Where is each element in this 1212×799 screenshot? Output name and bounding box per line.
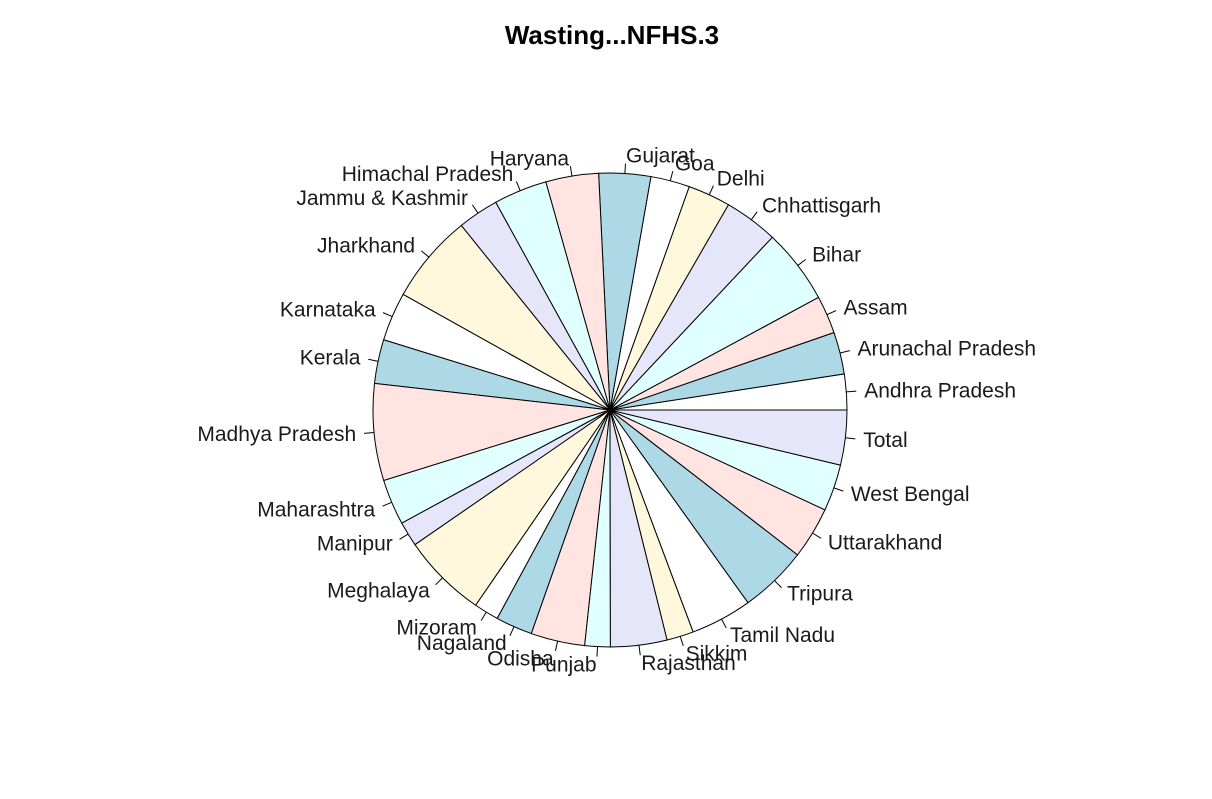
pie-tick-nagaland bbox=[509, 626, 515, 637]
pie-tick-rajasthan bbox=[638, 645, 641, 656]
pie-tick-tripura bbox=[774, 580, 782, 589]
pie-label-meghalaya: Meghalaya bbox=[327, 579, 430, 602]
pie-tick-maharashtra bbox=[382, 501, 392, 507]
pie-tick-arunachal-pradesh bbox=[839, 350, 850, 354]
chart-title: Wasting...NFHS.3 bbox=[505, 20, 719, 50]
pie-label-bihar: Bihar bbox=[812, 243, 861, 266]
pie-tick-odisha bbox=[554, 641, 559, 652]
pie-tick-andhra-pradesh bbox=[846, 390, 857, 393]
pie-label-delhi: Delhi bbox=[717, 167, 765, 190]
pie-label-goa: Goa bbox=[675, 152, 715, 175]
pie-tick-kerala bbox=[368, 358, 379, 362]
pie-tick-uttarakhand bbox=[812, 532, 822, 539]
pie-label-odisha: Odisha bbox=[487, 648, 554, 671]
pie-slice-total bbox=[609, 409, 848, 466]
pie-label-tripura: Tripura bbox=[787, 583, 853, 606]
pie-label-tamil-nadu: Tamil Nadu bbox=[730, 624, 835, 647]
pie-label-total: Total bbox=[863, 429, 907, 452]
pie-tick-madhya-pradesh bbox=[364, 431, 375, 434]
pie-slices bbox=[372, 172, 848, 648]
pie-tick-chhattisgarh bbox=[750, 211, 758, 221]
pie-label-mizoram: Mizoram bbox=[396, 616, 477, 639]
pie-label-maharashtra: Maharashtra bbox=[257, 498, 375, 521]
pie-label-rajasthan: Rajasthan bbox=[641, 652, 736, 675]
pie-tick-mizoram bbox=[480, 611, 487, 621]
pie-label-chhattisgarh: Chhattisgarh bbox=[762, 194, 881, 217]
pie-label-punjab: Punjab bbox=[531, 654, 596, 677]
pie-tick-punjab bbox=[596, 646, 599, 657]
pie-label-jharkhand: Jharkhand bbox=[317, 235, 415, 258]
pie-label-andhra-pradesh: Andhra Pradesh bbox=[864, 380, 1016, 403]
pie-tick-assam bbox=[826, 310, 837, 316]
pie-label-ticks bbox=[364, 163, 857, 657]
pie-label-madhya-pradesh: Madhya Pradesh bbox=[197, 423, 356, 446]
pie-tick-total bbox=[845, 437, 856, 440]
pie-label-west-bengal: West Bengal bbox=[851, 483, 970, 506]
pie-tick-gujarat bbox=[624, 163, 626, 174]
pie-tick-meghalaya bbox=[435, 577, 443, 586]
pie-tick-delhi bbox=[708, 185, 714, 195]
pie-tick-tamil-nadu bbox=[721, 618, 727, 629]
pie-label-himachal-pradesh: Himachal Pradesh bbox=[342, 163, 514, 186]
pie-tick-west-bengal bbox=[833, 487, 844, 492]
pie-labels: Andhra Pradesh Arunachal Pradesh Assam Biha… bbox=[197, 145, 1036, 677]
pie-label-gujarat: Gujarat bbox=[626, 145, 695, 168]
pie-tick-karnataka bbox=[382, 312, 393, 318]
pie-tick-jharkhand bbox=[420, 250, 430, 258]
pie-tick-haryana bbox=[569, 166, 573, 177]
pie-label-sikkim: Sikkim bbox=[686, 643, 748, 666]
pie-tick-bihar bbox=[797, 258, 807, 266]
pie-label-haryana: Haryana bbox=[490, 147, 570, 170]
pie-tick-manipur bbox=[399, 533, 409, 540]
pie-label-kerala: Kerala bbox=[300, 347, 361, 370]
pie-label-nagaland: Nagaland bbox=[417, 632, 507, 655]
pie-label-uttarakhand: Uttarakhand bbox=[828, 531, 942, 554]
pie-label-arunachal-pradesh: Arunachal Pradesh bbox=[858, 338, 1037, 361]
pie-label-karnataka: Karnataka bbox=[280, 298, 376, 321]
pie-label-assam: Assam bbox=[843, 296, 907, 319]
pie-tick-sikkim bbox=[679, 636, 684, 647]
pie-tick-goa bbox=[669, 170, 674, 181]
pie-label-manipur: Manipur bbox=[317, 533, 393, 556]
pie-label-jammu-and-kashmir: Jammu & Kashmir bbox=[296, 187, 468, 210]
pie-tick-himachal-pradesh bbox=[515, 181, 521, 191]
pie-tick-jammu-and-kashmir bbox=[472, 204, 479, 214]
